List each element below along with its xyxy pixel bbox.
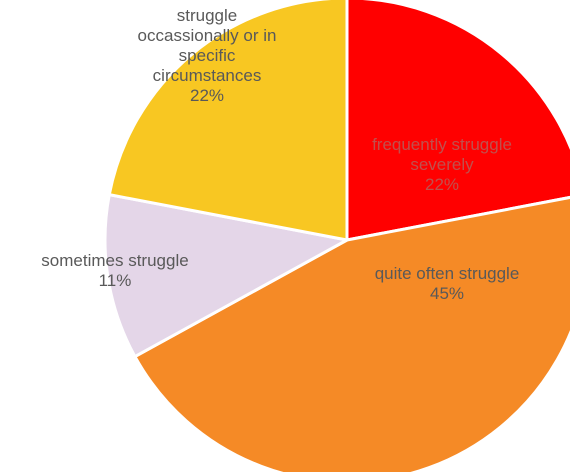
slice-label-line: frequently struggle xyxy=(372,135,512,154)
slice-percent: 45% xyxy=(430,284,464,303)
slice-label-0: frequently struggle severely 22% xyxy=(372,135,512,194)
slice-label-line: sometimes struggle xyxy=(41,251,188,270)
slice-label-1: quite often struggle 45% xyxy=(375,264,520,303)
slice-label-line: severely xyxy=(410,155,474,174)
slice-label-line: specific xyxy=(179,46,236,65)
pie-slice-0 xyxy=(345,0,570,242)
slice-label-line: quite often struggle xyxy=(375,264,520,283)
slice-label-2: sometimes struggle 11% xyxy=(41,251,188,290)
slice-label-line: occassionally or in xyxy=(138,26,277,45)
slice-percent: 22% xyxy=(425,175,459,194)
pie-slice-3 xyxy=(107,0,349,242)
slice-percent: 11% xyxy=(99,271,132,290)
pie-slice-1 xyxy=(133,195,570,472)
slice-percent: 22% xyxy=(190,86,224,105)
slice-label-line: struggle xyxy=(177,6,237,25)
pie-slices xyxy=(103,0,570,472)
slice-label-line: circumstances xyxy=(153,66,262,85)
pie-labels: frequently struggle severely 22%quite ofte… xyxy=(41,6,519,303)
slice-label-3: struggle occassionally or in specific circu… xyxy=(138,6,277,105)
pie-slice-2 xyxy=(103,193,349,359)
